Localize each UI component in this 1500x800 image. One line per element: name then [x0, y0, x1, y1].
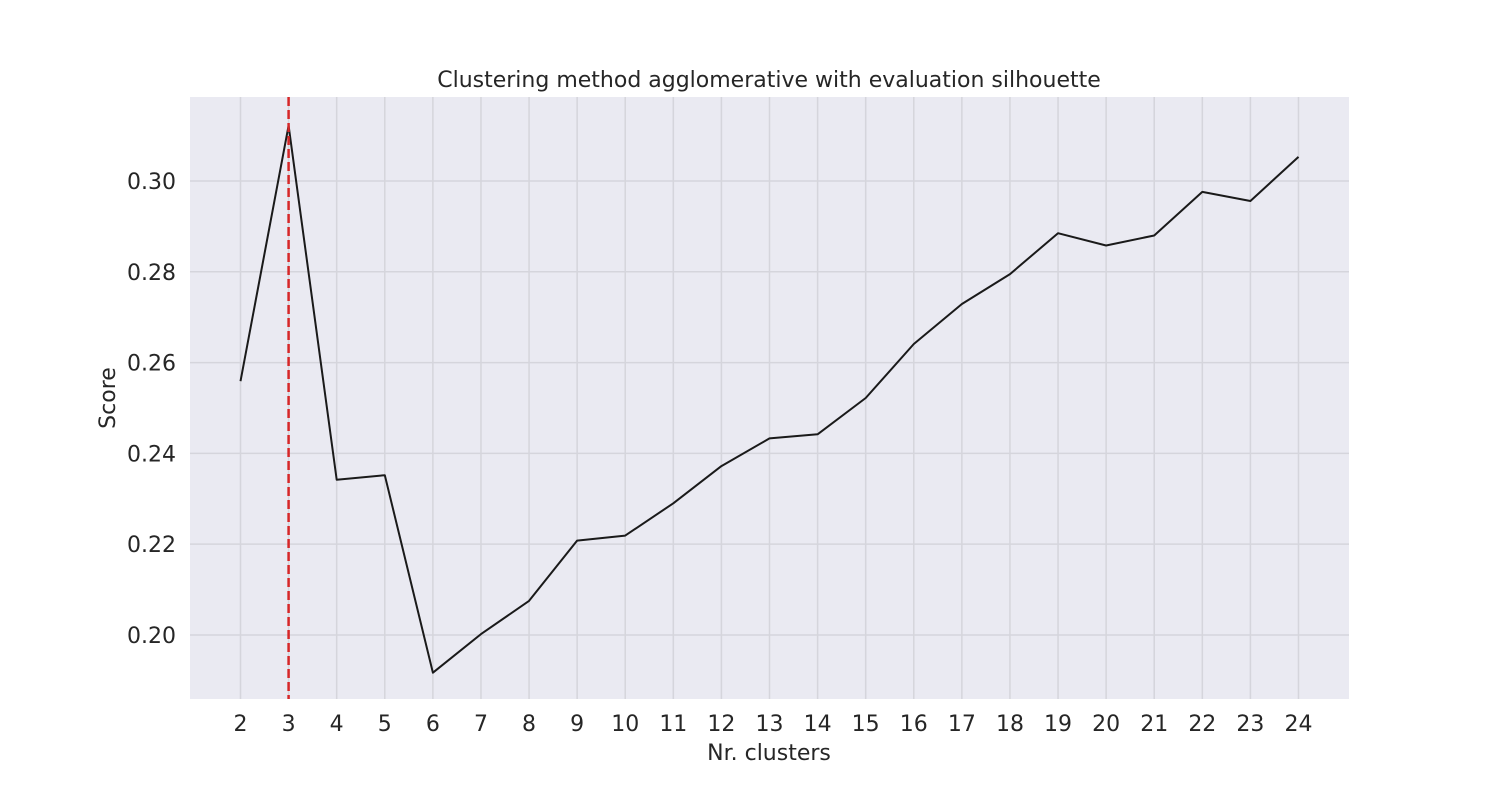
x-tick-label: 4	[330, 712, 344, 737]
x-tick-label: 5	[378, 712, 392, 737]
x-tick-label: 13	[756, 712, 784, 737]
x-tick-label: 6	[426, 712, 440, 737]
x-tick-label: 24	[1285, 712, 1313, 737]
x-tick-label: 7	[474, 712, 488, 737]
grid	[190, 97, 1349, 699]
x-tick-label: 9	[570, 712, 584, 737]
x-tick-label: 17	[948, 712, 976, 737]
x-tick-label: 2	[233, 712, 247, 737]
y-tick-label: 0.26	[127, 352, 176, 377]
chart-title: Clustering method agglomerative with eva…	[437, 68, 1101, 93]
series-layer	[239, 124, 1300, 674]
x-tick-label: 15	[852, 712, 880, 737]
x-axis-title: Nr. clusters	[707, 741, 831, 766]
x-tick-label: 16	[900, 712, 928, 737]
x-tick-label: 18	[996, 712, 1024, 737]
y-axis-title: Score	[96, 367, 121, 429]
y-tick-label: 0.28	[127, 261, 176, 286]
y-tick-label: 0.20	[127, 624, 176, 649]
x-tick-label: 21	[1140, 712, 1168, 737]
y-tick-labels: 0.20 0.22 0.24 0.26 0.28 0.30	[127, 170, 176, 649]
x-tick-label: 12	[707, 712, 735, 737]
x-tick-label: 11	[659, 712, 687, 737]
x-tick-label: 3	[282, 712, 296, 737]
x-tick-label: 20	[1092, 712, 1120, 737]
y-tick-label: 0.24	[127, 442, 176, 467]
x-tick-label: 8	[522, 712, 536, 737]
x-tick-label: 14	[804, 712, 832, 737]
x-tick-label: 19	[1044, 712, 1072, 737]
x-tick-labels: 2 3 4 5 6 7 8 9 10 11 12 13 14 15 16 17 18 19 20 21 22 23 24	[233, 712, 1312, 737]
y-tick-label: 0.30	[127, 170, 176, 195]
x-tick-label: 23	[1236, 712, 1264, 737]
y-tick-label: 0.22	[127, 533, 176, 558]
x-tick-label: 10	[611, 712, 639, 737]
x-tick-label: 22	[1188, 712, 1216, 737]
